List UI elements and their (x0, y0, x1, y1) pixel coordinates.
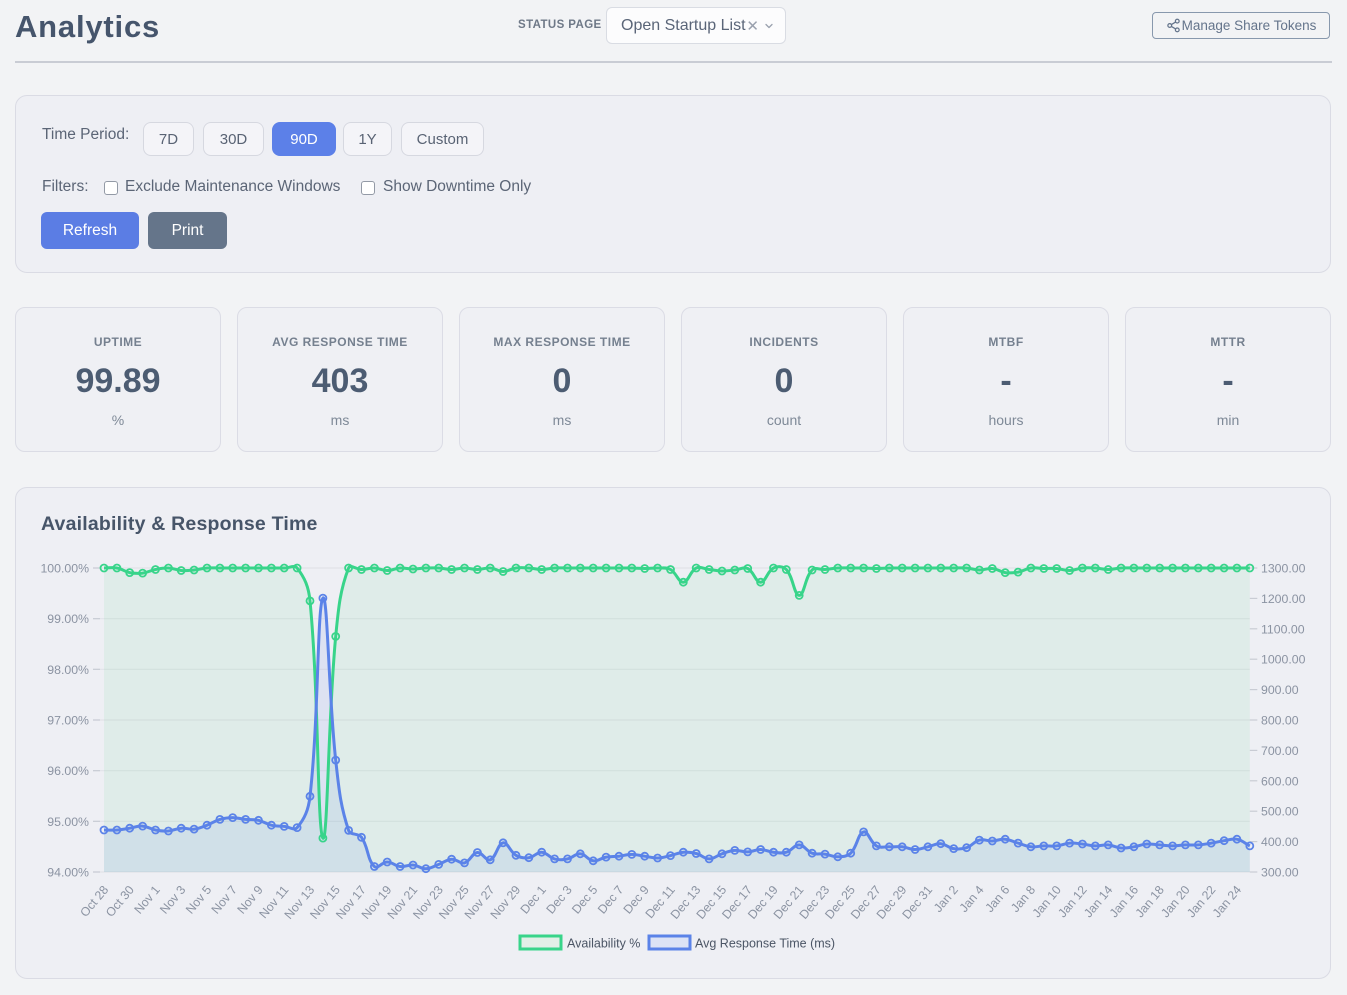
svg-text:Dec 7: Dec 7 (595, 883, 626, 917)
svg-text:1100.00: 1100.00 (1261, 622, 1305, 636)
svg-text:95.00%: 95.00% (47, 815, 89, 829)
svg-text:500.00: 500.00 (1261, 805, 1299, 819)
svg-text:Dec 3: Dec 3 (543, 883, 574, 917)
svg-text:94.00%: 94.00% (47, 866, 89, 880)
svg-text:1200.00: 1200.00 (1261, 592, 1306, 606)
svg-text:1300.00: 1300.00 (1261, 562, 1306, 576)
svg-text:Oct 30: Oct 30 (103, 883, 137, 920)
svg-text:800.00: 800.00 (1261, 714, 1299, 728)
svg-text:300.00: 300.00 (1261, 866, 1299, 880)
svg-text:Nov 3: Nov 3 (157, 883, 188, 917)
svg-text:Jan 2: Jan 2 (931, 883, 961, 915)
svg-text:Avg Response Time (ms): Avg Response Time (ms) (695, 937, 835, 951)
svg-text:100.00%: 100.00% (40, 562, 89, 576)
svg-text:96.00%: 96.00% (47, 764, 89, 778)
svg-text:Nov 5: Nov 5 (183, 883, 214, 917)
svg-text:Jan 4: Jan 4 (957, 883, 987, 915)
svg-text:Jan 6: Jan 6 (982, 883, 1012, 915)
svg-text:Nov 1: Nov 1 (131, 883, 162, 917)
svg-text:97.00%: 97.00% (47, 714, 89, 728)
svg-text:Dec 1: Dec 1 (518, 883, 549, 917)
svg-text:600.00: 600.00 (1261, 774, 1299, 788)
svg-text:99.00%: 99.00% (47, 612, 89, 626)
svg-text:Availability %: Availability % (567, 937, 640, 951)
svg-text:Nov 7: Nov 7 (209, 883, 240, 917)
svg-text:1000.00: 1000.00 (1261, 653, 1306, 667)
svg-text:Jan 24: Jan 24 (1210, 883, 1245, 920)
svg-text:400.00: 400.00 (1261, 835, 1299, 849)
svg-text:Dec 5: Dec 5 (569, 883, 600, 917)
svg-text:700.00: 700.00 (1261, 744, 1299, 758)
svg-text:98.00%: 98.00% (47, 663, 89, 677)
svg-text:900.00: 900.00 (1261, 683, 1299, 697)
